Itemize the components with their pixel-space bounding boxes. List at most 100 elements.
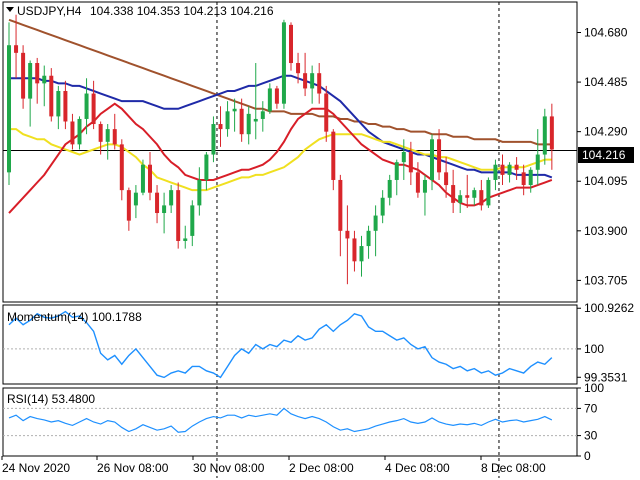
candle-body (444, 172, 449, 186)
candle-body (317, 73, 322, 94)
rsi-title: RSI(14) 53.4800 (7, 392, 95, 406)
candle-body (190, 205, 195, 236)
moving-averages (8, 18, 553, 214)
candle-body (296, 63, 301, 74)
candle-body (140, 164, 145, 193)
candle-body (430, 139, 434, 180)
candle-body (169, 190, 174, 206)
price-tick-label: 103.900 (584, 224, 628, 238)
candle-body (359, 246, 364, 262)
candle-body (218, 124, 223, 130)
candle-body (119, 144, 124, 191)
candle-body (500, 164, 505, 175)
candle-body (493, 164, 498, 180)
price-tick-label: 104.095 (584, 174, 628, 188)
candle-body (458, 195, 463, 203)
candle-body (204, 154, 209, 180)
time-tick-label: 30 Nov 08:00 (193, 461, 265, 475)
candle-body (507, 164, 512, 175)
candle-body (28, 63, 33, 99)
rsi-tick-label: 100 (584, 381, 604, 395)
candle-body (366, 230, 371, 247)
candle-body (7, 45, 11, 173)
price-tick-label: 104.485 (584, 75, 628, 89)
candle-body (246, 113, 251, 135)
ohlc-label: 104.338 104.353 104.213 104.216 (90, 4, 274, 18)
price-tick-label: 104.680 (584, 26, 628, 40)
rsi-line (8, 407, 553, 433)
candle-body (225, 111, 230, 130)
candle-body (542, 116, 547, 155)
candle-body (479, 190, 484, 206)
ma-yellow-line (9, 128, 552, 192)
candle-body (451, 185, 456, 203)
candle-body (345, 230, 350, 239)
candle-body (408, 152, 413, 173)
candle-body (70, 121, 75, 145)
rsi-tick-label: 30 (584, 429, 598, 443)
candle-body (303, 73, 308, 89)
candle-body (437, 139, 442, 173)
candles (7, 14, 554, 285)
momentum-tick-label: 99.3531 (584, 370, 628, 384)
candle-body (211, 124, 216, 155)
candle-body (105, 129, 110, 142)
candle-body (310, 73, 315, 89)
candle-body (486, 179, 491, 206)
candle-body (98, 124, 103, 142)
candle-body (380, 197, 385, 216)
candle-body (394, 162, 399, 180)
candle-body (91, 93, 96, 125)
candle-body (373, 215, 378, 231)
candle-body (126, 190, 131, 221)
candle-body (232, 108, 237, 112)
candle-body (260, 111, 265, 119)
time-tick-label: 24 Nov 2020 (2, 461, 70, 475)
time-tick-label: 2 Dec 08:00 (289, 461, 354, 475)
candle-body (14, 45, 19, 53)
candle-body (77, 118, 82, 145)
candle-body (422, 179, 427, 193)
momentum-tick-label: 100.9262 (584, 301, 634, 315)
candle-body (197, 179, 202, 206)
candle-body (289, 24, 293, 64)
axis-labels: 104.680 104.485 104.290 104.095 103.900 103.7… (1, 26, 634, 475)
candle-body (183, 238, 188, 241)
candle-body (274, 88, 279, 104)
candle-body (42, 75, 47, 84)
ma-brown-line (8, 18, 552, 146)
candle-body (521, 172, 526, 186)
candle-body (472, 190, 477, 198)
candle-body (549, 116, 554, 150)
ma-red-line (8, 102, 553, 214)
rsi-panel[interactable] (2, 387, 578, 457)
candle-body (253, 118, 258, 122)
candle-body (176, 190, 181, 241)
indicator-lines (8, 310, 553, 433)
candle-body (401, 152, 406, 163)
candle-body (49, 75, 54, 117)
rsi-tick-label: 70 (584, 401, 598, 415)
price-tick-label: 103.705 (584, 273, 628, 287)
candle-body (415, 172, 420, 193)
candle-body (528, 169, 533, 186)
candle-body (56, 90, 61, 117)
momentum-tick-label: 100 (584, 342, 604, 356)
candle-body (387, 179, 392, 198)
momentum-title: Momentum(14) 100.1788 (7, 310, 142, 324)
time-tick-label: 4 Dec 08:00 (385, 461, 450, 475)
candle-body (338, 179, 343, 231)
rsi-tick-label: 0 (584, 449, 591, 463)
ma-navy-line (9, 74, 553, 179)
candle-body (112, 129, 117, 145)
candle-body (239, 108, 244, 135)
momentum-panel[interactable] (2, 304, 578, 385)
candle-body (35, 63, 40, 84)
candle-body (148, 164, 152, 193)
time-tick-label: 26 Nov 08:00 (97, 461, 169, 475)
candle-body (21, 52, 26, 99)
candle-body (84, 93, 89, 119)
candle-body (514, 164, 519, 170)
collapse-arrow-icon[interactable] (6, 7, 14, 12)
